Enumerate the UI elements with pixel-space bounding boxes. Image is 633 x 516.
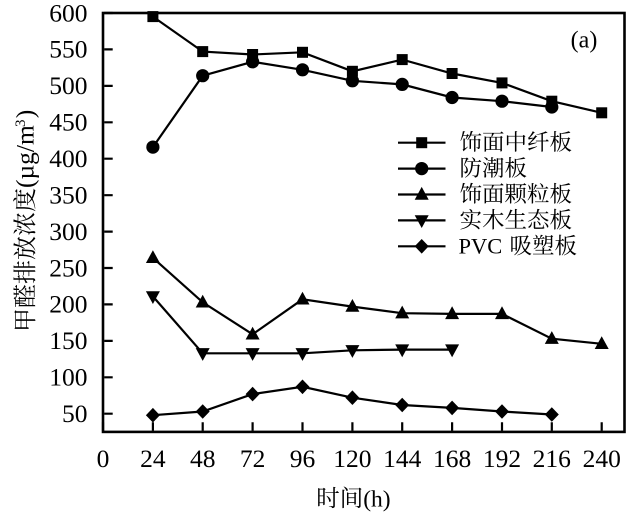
svg-text:72: 72 xyxy=(240,444,266,473)
svg-text:(a): (a) xyxy=(571,28,598,54)
svg-text:50: 50 xyxy=(62,399,88,428)
svg-text:168: 168 xyxy=(433,444,471,473)
svg-text:3: 3 xyxy=(13,120,29,128)
svg-text:192: 192 xyxy=(483,444,521,473)
svg-text:(h): (h) xyxy=(363,486,390,512)
svg-text:216: 216 xyxy=(533,444,571,473)
svg-text:48: 48 xyxy=(190,444,216,473)
svg-text:150: 150 xyxy=(49,326,87,355)
svg-text:500: 500 xyxy=(49,71,87,100)
svg-text:250: 250 xyxy=(49,253,87,282)
svg-text:300: 300 xyxy=(49,217,87,246)
svg-text:120: 120 xyxy=(333,444,371,473)
svg-text:(µg/m: (µg/m xyxy=(11,125,40,188)
svg-text:PVC: PVC xyxy=(459,234,503,259)
svg-text:350: 350 xyxy=(49,181,87,210)
svg-text:24: 24 xyxy=(140,444,166,473)
svg-text:600: 600 xyxy=(49,0,87,27)
svg-text:400: 400 xyxy=(49,144,87,173)
svg-text:450: 450 xyxy=(49,108,87,137)
svg-text:): ) xyxy=(11,110,40,119)
svg-text:144: 144 xyxy=(383,444,422,473)
svg-text:0: 0 xyxy=(97,444,110,473)
svg-text:96: 96 xyxy=(290,444,316,473)
svg-text:550: 550 xyxy=(49,35,87,64)
svg-text:240: 240 xyxy=(583,444,621,473)
svg-text:100: 100 xyxy=(49,363,87,392)
svg-text:200: 200 xyxy=(49,290,87,319)
